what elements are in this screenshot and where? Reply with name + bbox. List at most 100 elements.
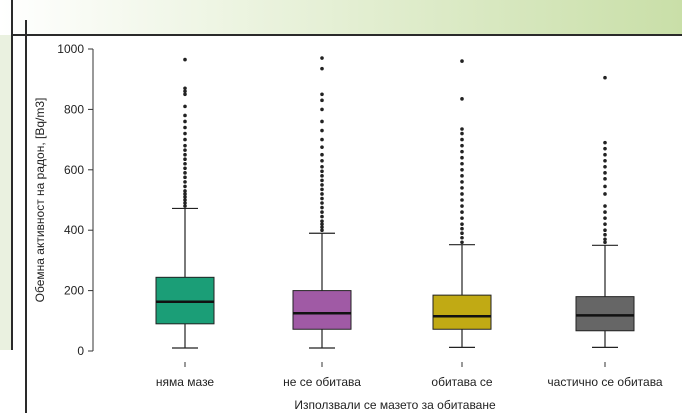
outlier-point xyxy=(183,198,187,202)
outlier-point xyxy=(460,226,464,231)
outlier-point xyxy=(320,137,324,142)
outlier-point xyxy=(183,192,187,196)
outlier-point xyxy=(320,98,324,103)
outlier-point xyxy=(320,178,324,183)
left-side-panel xyxy=(0,35,12,350)
outlier-point xyxy=(320,219,324,223)
outlier-point xyxy=(603,228,607,232)
outlier-point xyxy=(603,210,607,214)
outlier-point xyxy=(460,143,464,148)
outlier-point xyxy=(460,240,464,245)
outlier-point xyxy=(460,180,464,184)
outlier-point xyxy=(183,204,187,208)
outlier-point xyxy=(183,131,187,136)
x-tick-label: частично се обитава xyxy=(547,375,663,389)
outlier-point xyxy=(460,204,464,208)
y-tick-label: 800 xyxy=(64,102,84,116)
outlier-point xyxy=(320,214,324,219)
outlier-point xyxy=(320,222,324,226)
outlier-point xyxy=(183,175,187,180)
y-tick-label: 600 xyxy=(64,163,84,177)
chart-area-background xyxy=(27,36,682,413)
box-iqr xyxy=(575,296,635,332)
outlier-point xyxy=(183,89,187,94)
outlier-point xyxy=(460,216,464,220)
outlier-point xyxy=(603,75,607,80)
outlier-point xyxy=(183,166,187,171)
outlier-point xyxy=(320,56,324,60)
outlier-point xyxy=(320,128,324,133)
box-iqr xyxy=(292,290,352,330)
outlier-point xyxy=(603,140,607,145)
outlier-point xyxy=(183,161,187,166)
outlier-point xyxy=(320,187,324,192)
outlier-point xyxy=(320,205,324,210)
outlier-point xyxy=(460,222,464,226)
outlier-point xyxy=(603,152,607,157)
outlier-point xyxy=(460,131,464,136)
box-iqr xyxy=(432,294,492,330)
outlier-point xyxy=(320,107,324,112)
outlier-point xyxy=(183,171,187,175)
outlier-point xyxy=(183,157,187,162)
outlier-point xyxy=(320,164,324,169)
outlier-point xyxy=(320,201,324,205)
outlier-point xyxy=(183,143,187,148)
outlier-point xyxy=(460,97,464,101)
outlier-point xyxy=(603,171,607,175)
outlier-point xyxy=(320,169,324,174)
outlier-point xyxy=(460,161,464,166)
outlier-point xyxy=(183,125,187,130)
outlier-point xyxy=(183,201,187,205)
outlier-point xyxy=(320,152,324,157)
y-tick-label: 200 xyxy=(64,284,84,298)
y-tick-label: 1000 xyxy=(57,42,84,56)
outlier-point xyxy=(320,92,324,97)
outlier-point xyxy=(183,119,187,124)
outlier-point xyxy=(603,164,607,169)
outlier-point xyxy=(183,184,187,189)
outlier-point xyxy=(320,145,324,149)
outlier-point xyxy=(320,66,324,71)
outlier-point xyxy=(183,195,187,199)
outlier-point xyxy=(183,57,187,62)
outlier-point xyxy=(320,225,324,229)
outlier-point xyxy=(460,137,464,142)
outlier-point xyxy=(320,192,324,196)
outlier-point xyxy=(183,113,187,118)
outlier-point xyxy=(603,232,607,237)
outlier-point xyxy=(183,86,187,91)
outlier-point xyxy=(320,210,324,214)
outlier-point xyxy=(603,177,607,181)
y-tick-label: 400 xyxy=(64,223,84,237)
outlier-point xyxy=(460,168,464,172)
outlier-point xyxy=(460,192,464,196)
y-axis-title: Обемна активност на радон, [Bq/m3] xyxy=(33,98,47,303)
outlier-point xyxy=(460,186,464,190)
outlier-point xyxy=(603,158,607,163)
outlier-point xyxy=(183,189,187,193)
outlier-point xyxy=(460,235,464,240)
top-gradient-band xyxy=(0,0,682,35)
outlier-point xyxy=(603,184,607,189)
outlier-point xyxy=(603,146,607,151)
outlier-point xyxy=(460,127,464,131)
outlier-point xyxy=(320,158,324,163)
outlier-point xyxy=(603,216,607,220)
x-tick-label: не се обитава xyxy=(283,375,361,389)
outlier-point xyxy=(460,155,464,160)
outlier-point xyxy=(183,92,187,97)
x-tick-label: няма мазе xyxy=(156,375,215,389)
outlier-point xyxy=(183,137,187,142)
outlier-point xyxy=(603,240,607,245)
outlier-point xyxy=(603,192,607,196)
outlier-point xyxy=(460,59,464,63)
outlier-point xyxy=(320,183,324,187)
outlier-point xyxy=(460,198,464,202)
y-tick-label: 0 xyxy=(77,344,84,358)
outlier-point xyxy=(460,174,464,178)
outlier-point xyxy=(603,204,607,208)
outlier-point xyxy=(460,149,464,154)
